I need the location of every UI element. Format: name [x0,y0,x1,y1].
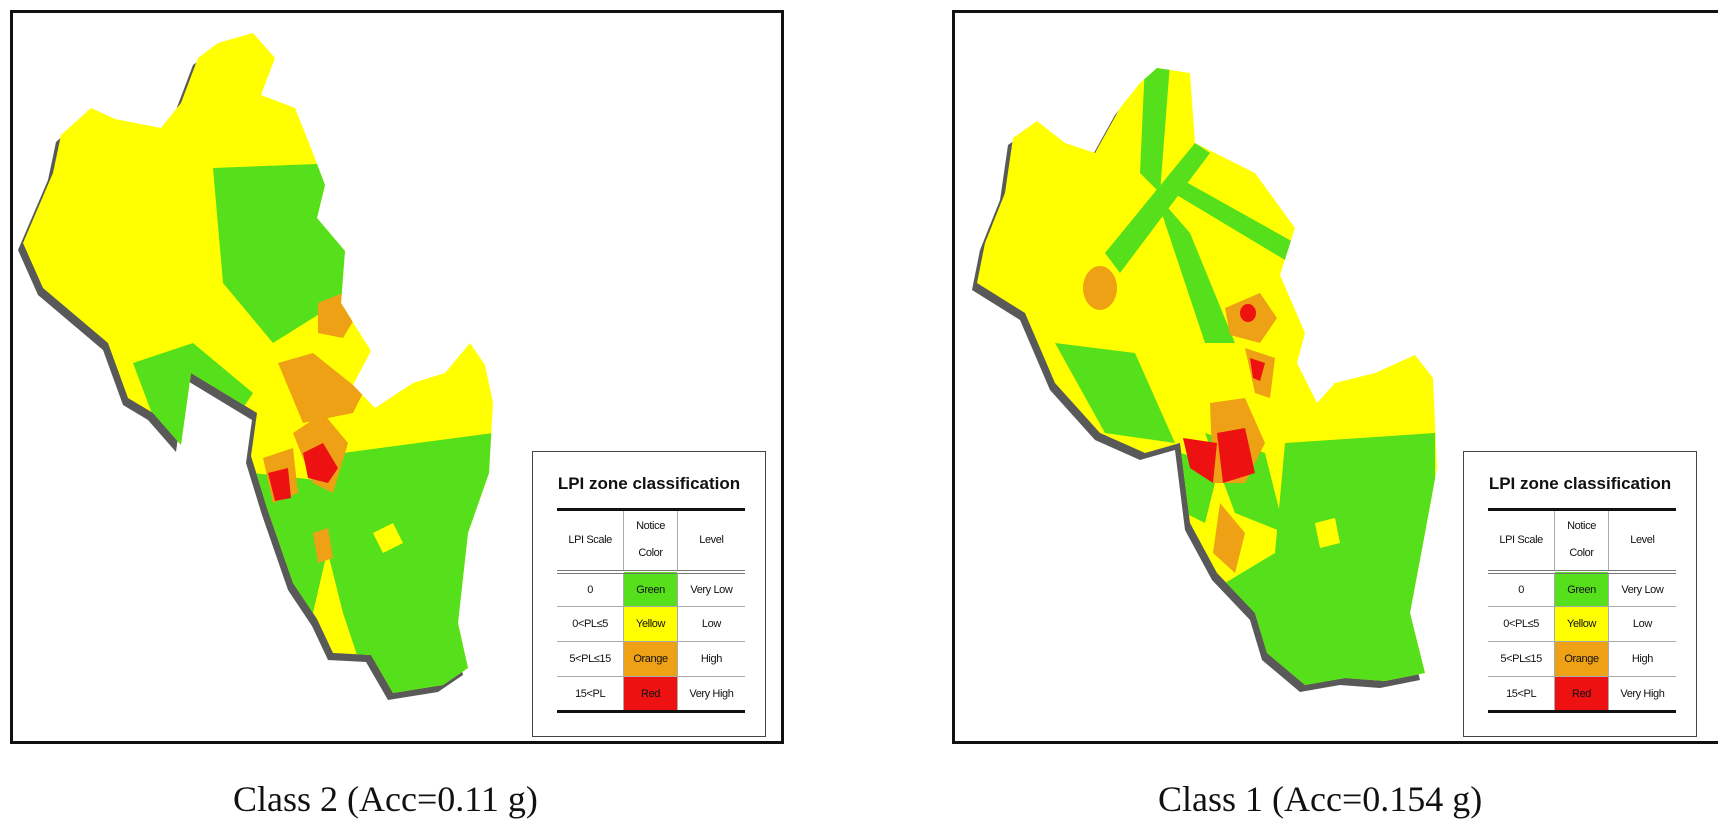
legend-scale: 0 [1488,571,1555,607]
legend-row: 15<PL Red Very High [1488,676,1676,713]
lpi-map-class-2 [18,33,493,700]
legend-level: Very High [676,676,745,713]
legend-scale: 15<PL [1488,676,1555,713]
legend-level: Very Low [676,571,745,607]
legend-color-swatch: Orange [1554,641,1609,677]
legend-row: 15<PL Red Very High [557,676,745,713]
legend-box: LPI zone classification LPI Scale Notice… [532,451,766,737]
legend-header-color: Notice Color [623,508,678,574]
legend-scale: 5<PL≤15 [557,641,624,677]
legend-title: LPI zone classification [557,474,741,493]
legend-level: Low [676,606,745,642]
map-panel-class-1: LPI zone classification LPI Scale Notice… [952,10,1718,744]
map-panel-class-2: LPI zone classification LPI Scale Notice… [10,10,784,744]
legend-level: Low [1607,606,1676,642]
legend-color-swatch: Yellow [1554,606,1609,642]
legend-scale: 0<PL≤5 [557,606,624,642]
legend-color-swatch: Yellow [623,606,678,642]
legend-color-swatch: Orange [623,641,678,677]
legend-scale: 15<PL [557,676,624,713]
legend-color-swatch: Green [1554,571,1609,607]
legend-level: Very High [1607,676,1676,713]
legend-header-level: Level [676,508,745,574]
lpi-map-class-1 [972,68,1437,692]
legend-header-level: Level [1607,508,1676,574]
legend-level: High [676,641,745,677]
legend-header-scale: LPI Scale [557,508,624,574]
legend-row: 5<PL≤15 Orange High [1488,641,1676,677]
legend-row: 0<PL≤5 Yellow Low [1488,606,1676,642]
legend-row: 0 Green Very Low [1488,571,1676,607]
legend-scale: 5<PL≤15 [1488,641,1555,677]
legend-color-swatch: Green [623,571,678,607]
legend-scale: 0 [557,571,624,607]
legend-row: 0 Green Very Low [557,571,745,607]
legend-table: LPI Scale Notice Color Level 0 Green Very… [1488,508,1676,713]
legend-level: High [1607,641,1676,677]
legend-header-scale: LPI Scale [1488,508,1555,574]
legend-scale: 0<PL≤5 [1488,606,1555,642]
legend-color-swatch: Red [623,676,678,713]
legend-row: 0<PL≤5 Yellow Low [557,606,745,642]
legend-table: LPI Scale Notice Color Level 0 Green Very… [557,508,745,713]
legend-row: 5<PL≤15 Orange High [557,641,745,677]
caption-class-2: Class 2 (Acc=0.11 g) [233,779,538,819]
legend-box: LPI zone classification LPI Scale Notice… [1463,451,1697,737]
legend-color-swatch: Red [1554,676,1609,713]
legend-header-color: Notice Color [1554,508,1609,574]
caption-class-1: Class 1 (Acc=0.154 g) [1158,779,1483,819]
legend-title: LPI zone classification [1488,474,1672,493]
legend-level: Very Low [1607,571,1676,607]
